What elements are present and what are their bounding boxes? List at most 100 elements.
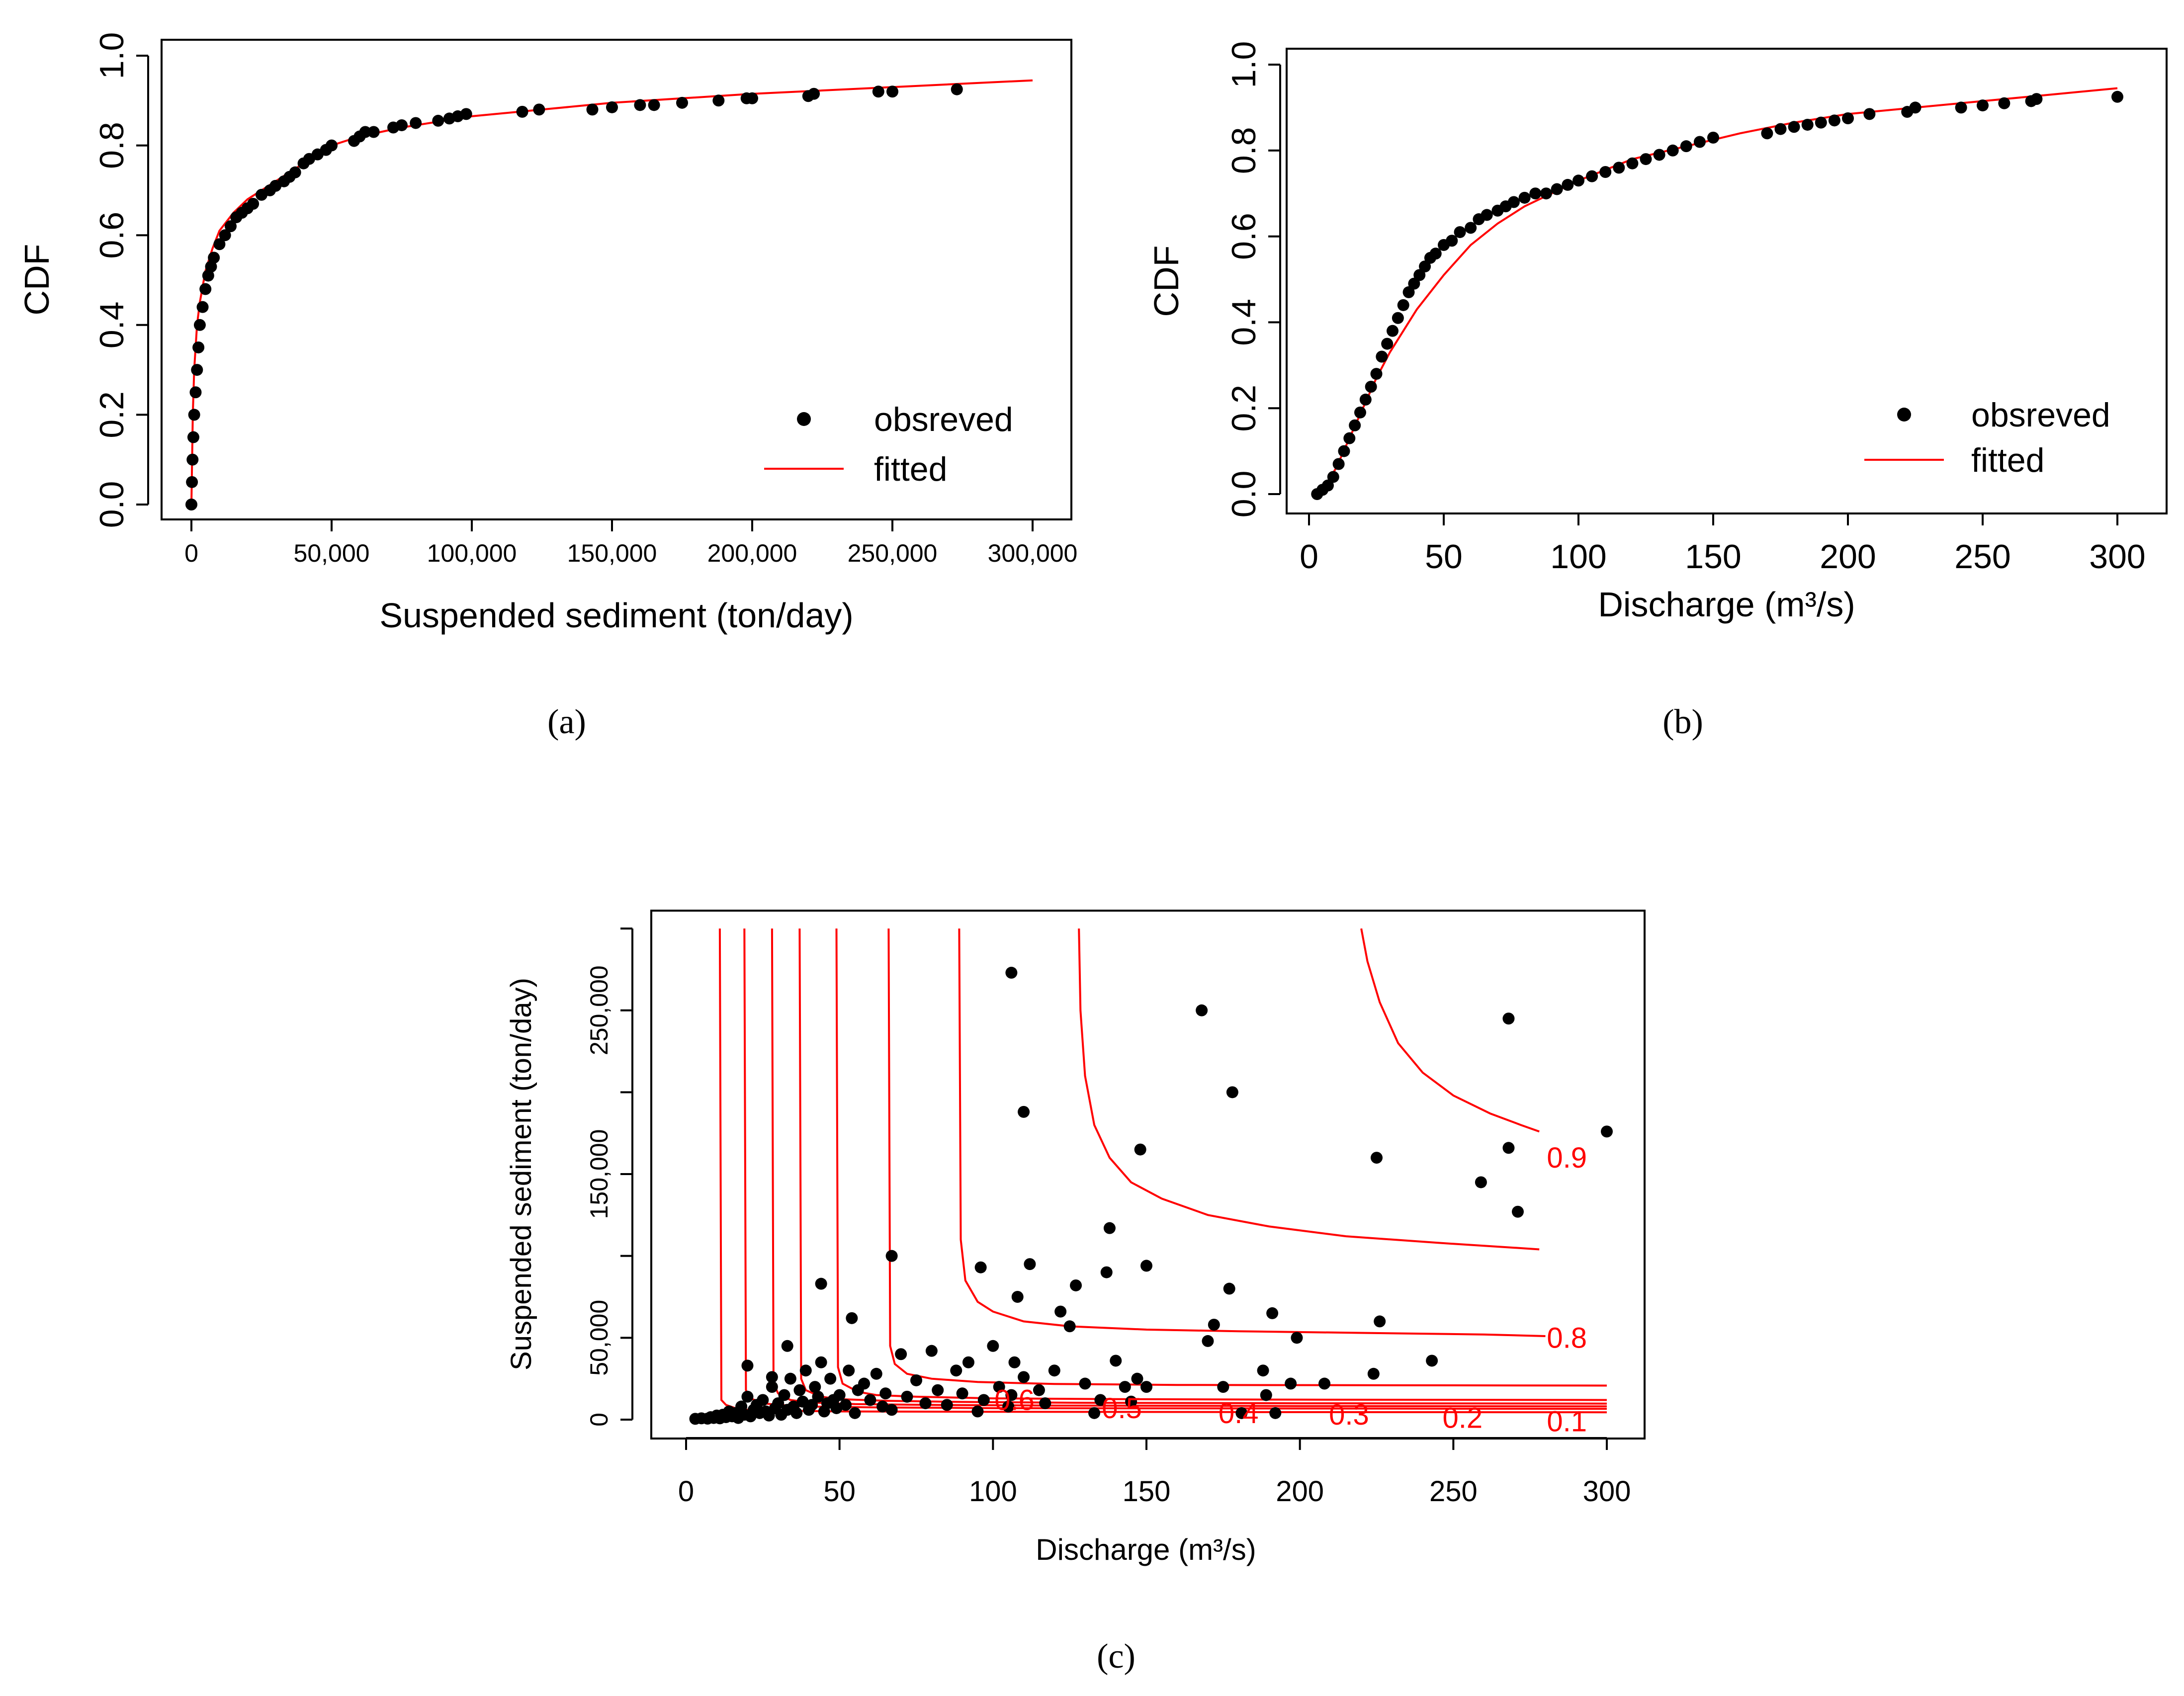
observed-point: [840, 1399, 852, 1411]
observed-point: [1788, 121, 1800, 133]
observed-point: [1387, 325, 1399, 337]
observed-point: [741, 1359, 754, 1372]
contour-line-0-5: [835, 928, 1607, 1401]
observed-point: [1266, 1307, 1279, 1319]
plot-frame: [161, 39, 1072, 520]
observed-point: [189, 386, 202, 399]
x-axis-title: Discharge (m³/s): [1598, 585, 1855, 624]
observed-point: [1402, 286, 1415, 298]
observed-point: [192, 341, 205, 353]
x-tick-label: 200: [1276, 1475, 1324, 1508]
observed-point: [1321, 479, 1334, 492]
observed-point: [886, 85, 898, 98]
observed-point: [846, 1312, 858, 1324]
observed-point: [1140, 1260, 1152, 1272]
legend-observed-label: obsreved: [874, 401, 1013, 438]
x-tick-label: 50: [823, 1475, 856, 1508]
observed-point: [1511, 1205, 1524, 1218]
observed-point: [772, 1397, 785, 1410]
observed-point: [1125, 1395, 1137, 1408]
observed-point: [634, 99, 646, 111]
observed-point: [1011, 1291, 1024, 1303]
observed-point: [648, 99, 660, 111]
panel-a-cdf-sediment: 0 50,000 100,000 150,000 200,000 250,000 300,0…: [17, 32, 1077, 741]
contour-line-0-6: [887, 928, 1607, 1387]
y-tick-label: 0.4: [93, 302, 131, 349]
observed-point: [1365, 381, 1377, 393]
observed-point: [1599, 166, 1612, 178]
observed-point: [1332, 458, 1345, 470]
observed-point: [1370, 368, 1383, 380]
observed-point: [1005, 966, 1018, 979]
observed-point: [676, 96, 688, 109]
panel-c-joint-contours: 0 50 100 150 200 250 300 Discharge (m³/s) 0 50,00…: [505, 910, 1646, 1676]
observed-point: [987, 1340, 999, 1352]
observed-point: [1134, 1143, 1146, 1156]
observed-point: [879, 1387, 892, 1400]
observed-point: [1217, 1381, 1229, 1393]
y-axis-title: CDF: [17, 244, 56, 316]
y-tick-label: 0.0: [1225, 471, 1263, 518]
x-tick-label: 200,000: [707, 539, 797, 567]
observed-point: [1343, 432, 1356, 444]
observed-point: [1119, 1381, 1131, 1393]
x-tick-label: 100: [969, 1475, 1017, 1508]
observed-point: [367, 126, 380, 138]
observed-point: [766, 1381, 778, 1393]
y-tick-label: 150,000: [585, 1129, 613, 1219]
observed-point: [1070, 1279, 1082, 1291]
observed-point: [962, 1356, 974, 1368]
observed-point: [396, 119, 408, 131]
x-tick-label: 300: [1583, 1475, 1631, 1508]
observed-point: [1465, 222, 1477, 234]
observed-point: [1349, 419, 1361, 431]
observed-point: [1039, 1397, 1051, 1410]
observed-point: [849, 1407, 861, 1419]
observed-point: [1863, 108, 1876, 120]
observed-point: [1540, 187, 1552, 200]
y-tick-label: 0.6: [93, 212, 131, 259]
observed-point: [901, 1390, 913, 1403]
x-tick-label: 50: [1425, 538, 1463, 576]
observed-point: [186, 453, 199, 466]
observed-point: [1774, 123, 1787, 135]
observed-point: [1419, 260, 1431, 273]
observed-point: [1397, 299, 1409, 311]
contour-label: 0.2: [1443, 1402, 1483, 1435]
observed-point: [1140, 1381, 1152, 1393]
observed-point: [1429, 248, 1442, 260]
observed-point: [833, 1389, 846, 1401]
panel-caption: (b): [1662, 703, 1703, 741]
observed-point: [741, 1390, 754, 1403]
observed-point: [712, 94, 725, 107]
observed-point: [516, 105, 528, 118]
observed-point: [1680, 140, 1692, 153]
observed-point: [606, 101, 618, 113]
observed-point: [2111, 90, 2123, 103]
observed-point: [1110, 1355, 1122, 1367]
observed-point: [971, 1405, 984, 1418]
observed-point: [1376, 350, 1388, 363]
observed-point: [1285, 1377, 1297, 1390]
y-tick-label: 50,000: [585, 1300, 613, 1376]
observed-point: [432, 114, 444, 127]
observed-point: [1226, 1086, 1238, 1099]
observed-point: [1338, 445, 1350, 457]
observed-point: [1208, 1318, 1220, 1331]
observed-point: [1842, 112, 1854, 124]
observed-point: [1374, 1315, 1386, 1328]
x-tick-label: 200: [1820, 538, 1876, 576]
x-tick-label: 150: [1123, 1475, 1171, 1508]
observed-point: [193, 319, 206, 331]
observed-point: [951, 83, 963, 95]
x-tick-label: 0: [678, 1475, 694, 1508]
observed-point: [1446, 235, 1458, 247]
observed-point: [1024, 1258, 1036, 1271]
observed-point: [199, 283, 212, 295]
observed-point: [858, 1377, 871, 1390]
observed-point: [1018, 1105, 1030, 1118]
observed-point: [808, 87, 820, 100]
observed-point: [196, 301, 209, 313]
observed-point: [1955, 101, 1967, 114]
observed-point: [872, 85, 884, 98]
